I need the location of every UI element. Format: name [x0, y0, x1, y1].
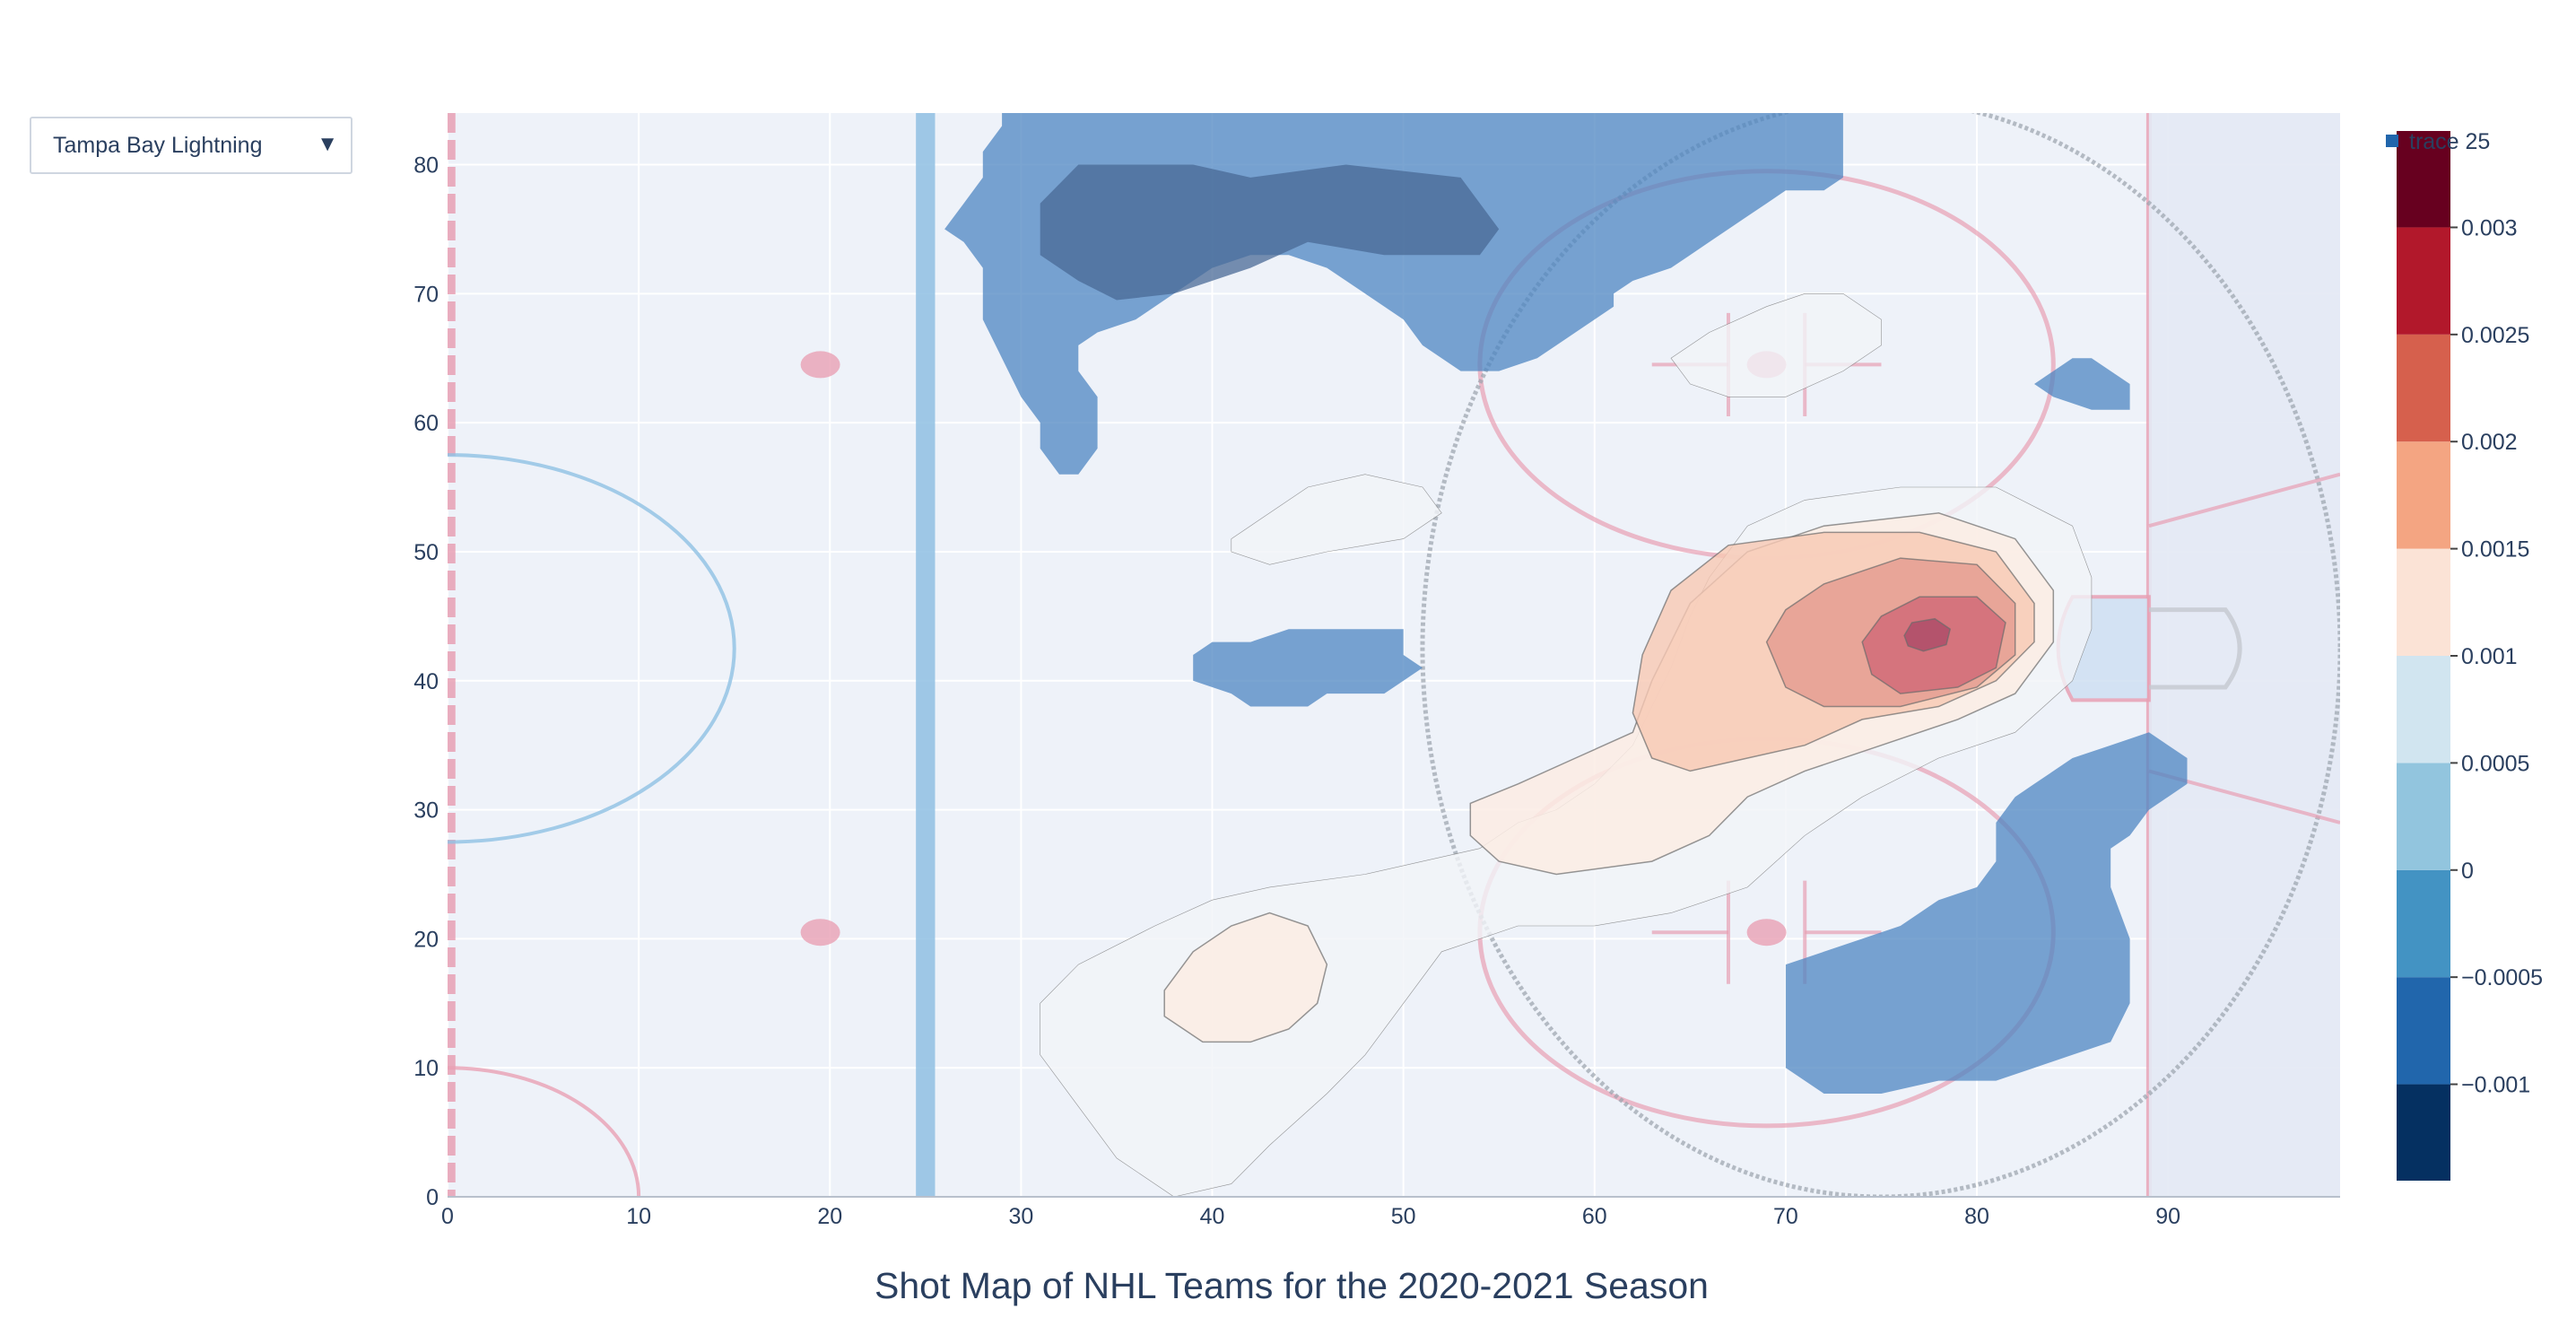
- end-zone-shade: [2148, 113, 2340, 1197]
- y-tick-label: 80: [413, 153, 439, 179]
- x-tick-label: 0: [441, 1204, 454, 1229]
- colorbar-tick-label: 0.001: [2461, 644, 2518, 669]
- y-tick-label: 70: [413, 282, 439, 307]
- legend[interactable]: trace 25: [2386, 129, 2490, 154]
- faceoff-dot: [1746, 919, 1787, 947]
- goal-net: [2148, 607, 2242, 690]
- contour-region: [1231, 474, 1442, 565]
- x-tick-label: 20: [817, 1204, 842, 1229]
- colorbar-tick-label: 0.002: [2461, 430, 2518, 455]
- y-tick-label: 20: [413, 927, 439, 952]
- y-tick-label: 60: [413, 411, 439, 436]
- y-tick-label: 50: [413, 540, 439, 565]
- x-tick-label: 70: [1773, 1204, 1798, 1229]
- neutral-zone-dot: [800, 351, 840, 379]
- team-dropdown[interactable]: Tampa Bay Lightning ▼: [30, 117, 352, 174]
- colorbar-tick-label: 0.003: [2461, 215, 2518, 240]
- blue-line: [916, 113, 936, 1197]
- colorbar-band: [2397, 131, 2450, 228]
- x-tick-label: 80: [1964, 1204, 1989, 1229]
- contour-region: [1163, 912, 1328, 1043]
- colorbar-band: [2397, 656, 2450, 763]
- colorbar-tick-label: −0.0005: [2461, 965, 2543, 990]
- x-tick-label: 50: [1391, 1204, 1416, 1229]
- y-tick-label: 0: [426, 1185, 439, 1210]
- x-tick-label: 30: [1008, 1204, 1033, 1229]
- y-tick-label: 10: [413, 1056, 439, 1081]
- colorbar-band: [2397, 1084, 2450, 1181]
- legend-entry[interactable]: trace 25: [2409, 129, 2490, 154]
- colorbar-tick-label: 0.0025: [2461, 323, 2529, 348]
- axis-ticks: 0 10 20 30 40 50 60 70 80 90 0 10 20 30 40 50 60 70 80: [413, 153, 2340, 1229]
- chart-title: Shot Map of NHL Teams for the 2020-2021 …: [875, 1265, 1709, 1306]
- team-dropdown-label: Tampa Bay Lightning: [53, 132, 263, 158]
- colorbar-band: [2397, 763, 2450, 870]
- x-tick-label: 60: [1582, 1204, 1607, 1229]
- colorbar-band: [2397, 334, 2450, 442]
- colorbar-band: [2397, 441, 2450, 549]
- neutral-zone-dot: [800, 919, 840, 947]
- colorbar-tick-label: 0.0015: [2461, 537, 2529, 563]
- rink-markings: [448, 113, 2340, 1197]
- contour-region: [1903, 617, 1952, 652]
- trapezoid-line: [2148, 472, 2340, 528]
- chevron-down-icon: ▼: [317, 132, 338, 156]
- contour-region: [1040, 164, 1500, 301]
- contour-region: [2034, 358, 2130, 410]
- colorbar-tick-label: 0.0005: [2461, 751, 2529, 776]
- colorbar-band: [2397, 977, 2450, 1085]
- colorbar-band: [2397, 548, 2450, 656]
- x-tick-label: 90: [2155, 1204, 2180, 1229]
- colorbar-band: [2397, 869, 2450, 978]
- legend-swatch: [2386, 135, 2398, 147]
- contour-region: [1670, 293, 1882, 397]
- boards-curve: [1420, 113, 2340, 1197]
- colorbar-tick-label: −0.001: [2461, 1073, 2530, 1098]
- colorbar-band: [2397, 227, 2450, 335]
- colorbar-tick-label: 0: [2461, 859, 2474, 884]
- colorbar: −0.001 −0.0005 0 0.0005 0.001 0.0015 0.002 0.00…: [2397, 131, 2543, 1181]
- center-circle: [448, 453, 736, 844]
- y-tick-label: 40: [413, 669, 439, 694]
- y-tick-label: 30: [413, 798, 439, 824]
- contour-region: [1193, 629, 1423, 707]
- x-tick-label: 10: [626, 1204, 651, 1229]
- contour-regions: [944, 113, 2188, 1197]
- contour-region: [1785, 732, 2188, 1094]
- x-tick-label: 40: [1200, 1204, 1225, 1229]
